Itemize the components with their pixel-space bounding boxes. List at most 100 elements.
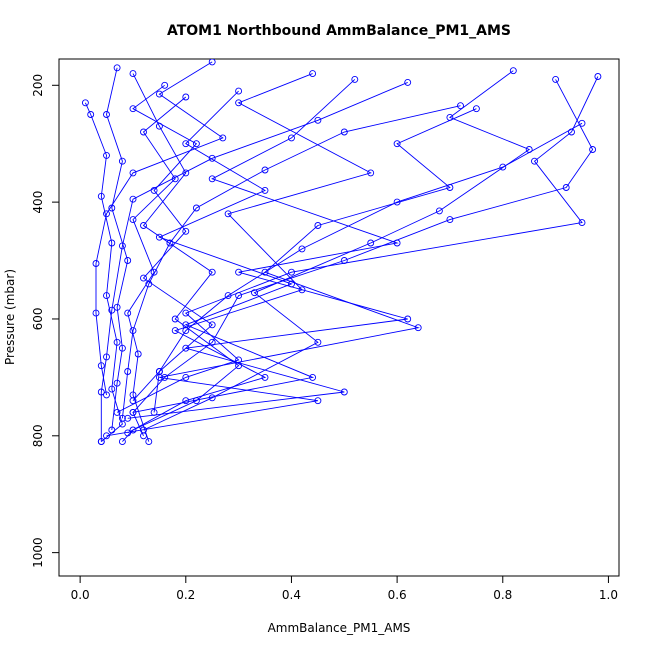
data-point (224, 292, 232, 300)
data-point (309, 70, 317, 78)
data-point (129, 169, 137, 177)
data-point (182, 169, 190, 177)
data-point (171, 315, 179, 323)
data-point (499, 163, 507, 171)
data-point (192, 204, 200, 212)
data-point (129, 70, 137, 78)
series-line-10 (127, 96, 187, 442)
data-point (166, 239, 174, 247)
series-line-12 (132, 84, 213, 413)
data-point (288, 268, 295, 276)
data-point (182, 309, 190, 317)
data-point (404, 78, 412, 86)
series-line-16 (95, 61, 224, 395)
x-tick-label: 0.0 (71, 588, 90, 602)
data-point (103, 432, 110, 440)
data-point (578, 219, 586, 227)
series-line-13 (127, 73, 372, 434)
x-tick-label: 0.4 (282, 588, 301, 602)
data-point (124, 414, 132, 422)
data-point (288, 134, 295, 142)
chart-title: ATOM1 Northbound AmmBalance_PM1_AMS (167, 23, 511, 39)
y-tick-label: 1000 (31, 537, 45, 568)
data-point (92, 309, 100, 317)
data-point (81, 99, 89, 107)
data-point (140, 222, 147, 229)
data-point (140, 274, 147, 282)
data-point (224, 210, 232, 218)
data-point (367, 239, 375, 247)
series-line-9 (100, 81, 408, 442)
series-line-2 (122, 73, 240, 442)
data-point (161, 373, 169, 381)
data-point (457, 102, 464, 110)
data-point (113, 64, 121, 72)
data-point (113, 379, 121, 387)
data-point (208, 321, 216, 329)
data-point (182, 140, 190, 148)
data-point (351, 75, 359, 83)
data-point (404, 315, 412, 323)
data-point (113, 303, 121, 311)
x-tick-label: 1.0 (599, 588, 618, 602)
data-point (261, 186, 269, 194)
data-point (446, 216, 454, 224)
data-point (235, 356, 243, 364)
data-point (129, 408, 137, 416)
data-point (208, 394, 216, 402)
data-point (129, 105, 137, 113)
y-tick-label: 600 (31, 308, 45, 331)
data-point (261, 373, 269, 381)
series-line-11 (106, 67, 129, 431)
data-point (150, 186, 158, 194)
data-point (340, 388, 348, 396)
y-tick-label: 800 (31, 424, 45, 447)
data-point (108, 306, 116, 314)
data-point (235, 87, 243, 95)
data-point (235, 99, 243, 107)
data-point (103, 292, 110, 300)
data-point (435, 207, 443, 215)
series-group (81, 59, 602, 446)
y-tick-label: 200 (31, 74, 45, 97)
data-point (589, 146, 597, 153)
data-point (182, 327, 190, 335)
data-point (103, 391, 110, 399)
data-point (251, 289, 258, 297)
data-point (235, 268, 243, 276)
data-point (118, 157, 126, 165)
data-point (108, 385, 116, 393)
data-point (129, 216, 137, 224)
data-point (129, 195, 137, 203)
data-point (314, 116, 322, 124)
data-point (314, 222, 322, 229)
series-line-8 (143, 70, 531, 431)
x-tick-label: 0.2 (176, 588, 195, 602)
data-point (124, 309, 132, 317)
data-point (509, 67, 517, 75)
data-point (446, 113, 454, 121)
data-point (261, 268, 269, 276)
data-point (87, 111, 95, 118)
data-point (182, 397, 190, 405)
data-point (103, 210, 110, 218)
data-point (92, 260, 100, 267)
data-point (118, 344, 126, 352)
data-point (155, 233, 163, 241)
y-axis: 200 400 600 800 1000 (31, 74, 60, 568)
series-line-7 (116, 76, 599, 413)
data-point (161, 81, 169, 89)
data-point (145, 280, 153, 288)
series-line-14 (121, 105, 461, 419)
data-point (393, 198, 401, 206)
data-point (108, 426, 116, 434)
data-point (103, 353, 110, 361)
series-line-15 (132, 122, 583, 402)
data-point (208, 268, 216, 276)
data-point (150, 268, 158, 276)
data-point (171, 175, 179, 183)
data-point (531, 157, 538, 165)
data-point (118, 414, 126, 422)
data-point (129, 397, 137, 405)
data-point (124, 257, 132, 264)
